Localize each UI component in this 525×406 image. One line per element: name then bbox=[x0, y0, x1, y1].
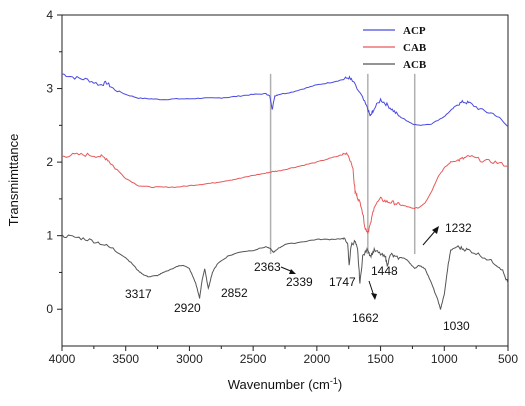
y-axis-ticks: 0 1 2 3 4 bbox=[46, 8, 62, 316]
y-tick-label-0: 0 bbox=[46, 302, 53, 316]
series-line-acp bbox=[61, 73, 509, 128]
x-axis-ticks: 4000 3500 3000 2500 2000 1500 1000 500 bbox=[49, 346, 518, 366]
plot-area bbox=[61, 14, 509, 347]
series-line-acb bbox=[61, 234, 509, 310]
peak-label-2339: 2339 bbox=[286, 275, 313, 289]
y-tick-label-4: 4 bbox=[46, 8, 53, 22]
x-tick-label-3500: 3500 bbox=[112, 352, 139, 366]
x-tick-label-1000: 1000 bbox=[431, 352, 458, 366]
peak-label-1448: 1448 bbox=[371, 264, 398, 278]
x-tick-label-2000: 2000 bbox=[304, 352, 331, 366]
x-tick-label-500: 500 bbox=[498, 352, 518, 366]
peak-label-1030: 1030 bbox=[443, 319, 470, 333]
x-tick-label-1500: 1500 bbox=[367, 352, 394, 366]
legend-label-cab: CAB bbox=[403, 42, 427, 54]
x-tick-label-4000: 4000 bbox=[49, 352, 76, 366]
x-axis-title: Wavenumber (cm-1) bbox=[228, 376, 342, 392]
legend-label-acb: ACB bbox=[403, 59, 427, 71]
x-tick-label-3000: 3000 bbox=[176, 352, 203, 366]
peak-annotations: 3317 2920 2852 2363 2339 1747 1448 1662 … bbox=[125, 221, 472, 333]
y-tick-label-2: 2 bbox=[46, 155, 53, 169]
series-line-cab bbox=[61, 151, 509, 234]
legend-label-acp: ACP bbox=[403, 25, 426, 37]
arrow-2339-head bbox=[289, 269, 296, 274]
peak-label-1662: 1662 bbox=[352, 311, 379, 325]
peak-label-1232: 1232 bbox=[445, 221, 472, 235]
peak-label-1747: 1747 bbox=[329, 275, 356, 289]
y-tick-label-1: 1 bbox=[46, 229, 53, 243]
series-group bbox=[61, 73, 509, 310]
peak-label-2920: 2920 bbox=[174, 301, 201, 315]
peak-label-3317: 3317 bbox=[125, 287, 152, 301]
peak-label-2852: 2852 bbox=[221, 286, 248, 300]
y-tick-label-3: 3 bbox=[46, 82, 53, 96]
arrow-1662-head bbox=[371, 293, 377, 300]
arrow-1232-head bbox=[432, 226, 439, 234]
peak-label-2363: 2363 bbox=[254, 260, 281, 274]
reference-lines bbox=[269, 73, 416, 255]
y-axis-title: Transmimttance bbox=[6, 134, 21, 227]
x-tick-label-2500: 2500 bbox=[240, 352, 267, 366]
legend: ACP CAB ACB bbox=[363, 25, 427, 71]
arrow-1232 bbox=[422, 229, 437, 246]
